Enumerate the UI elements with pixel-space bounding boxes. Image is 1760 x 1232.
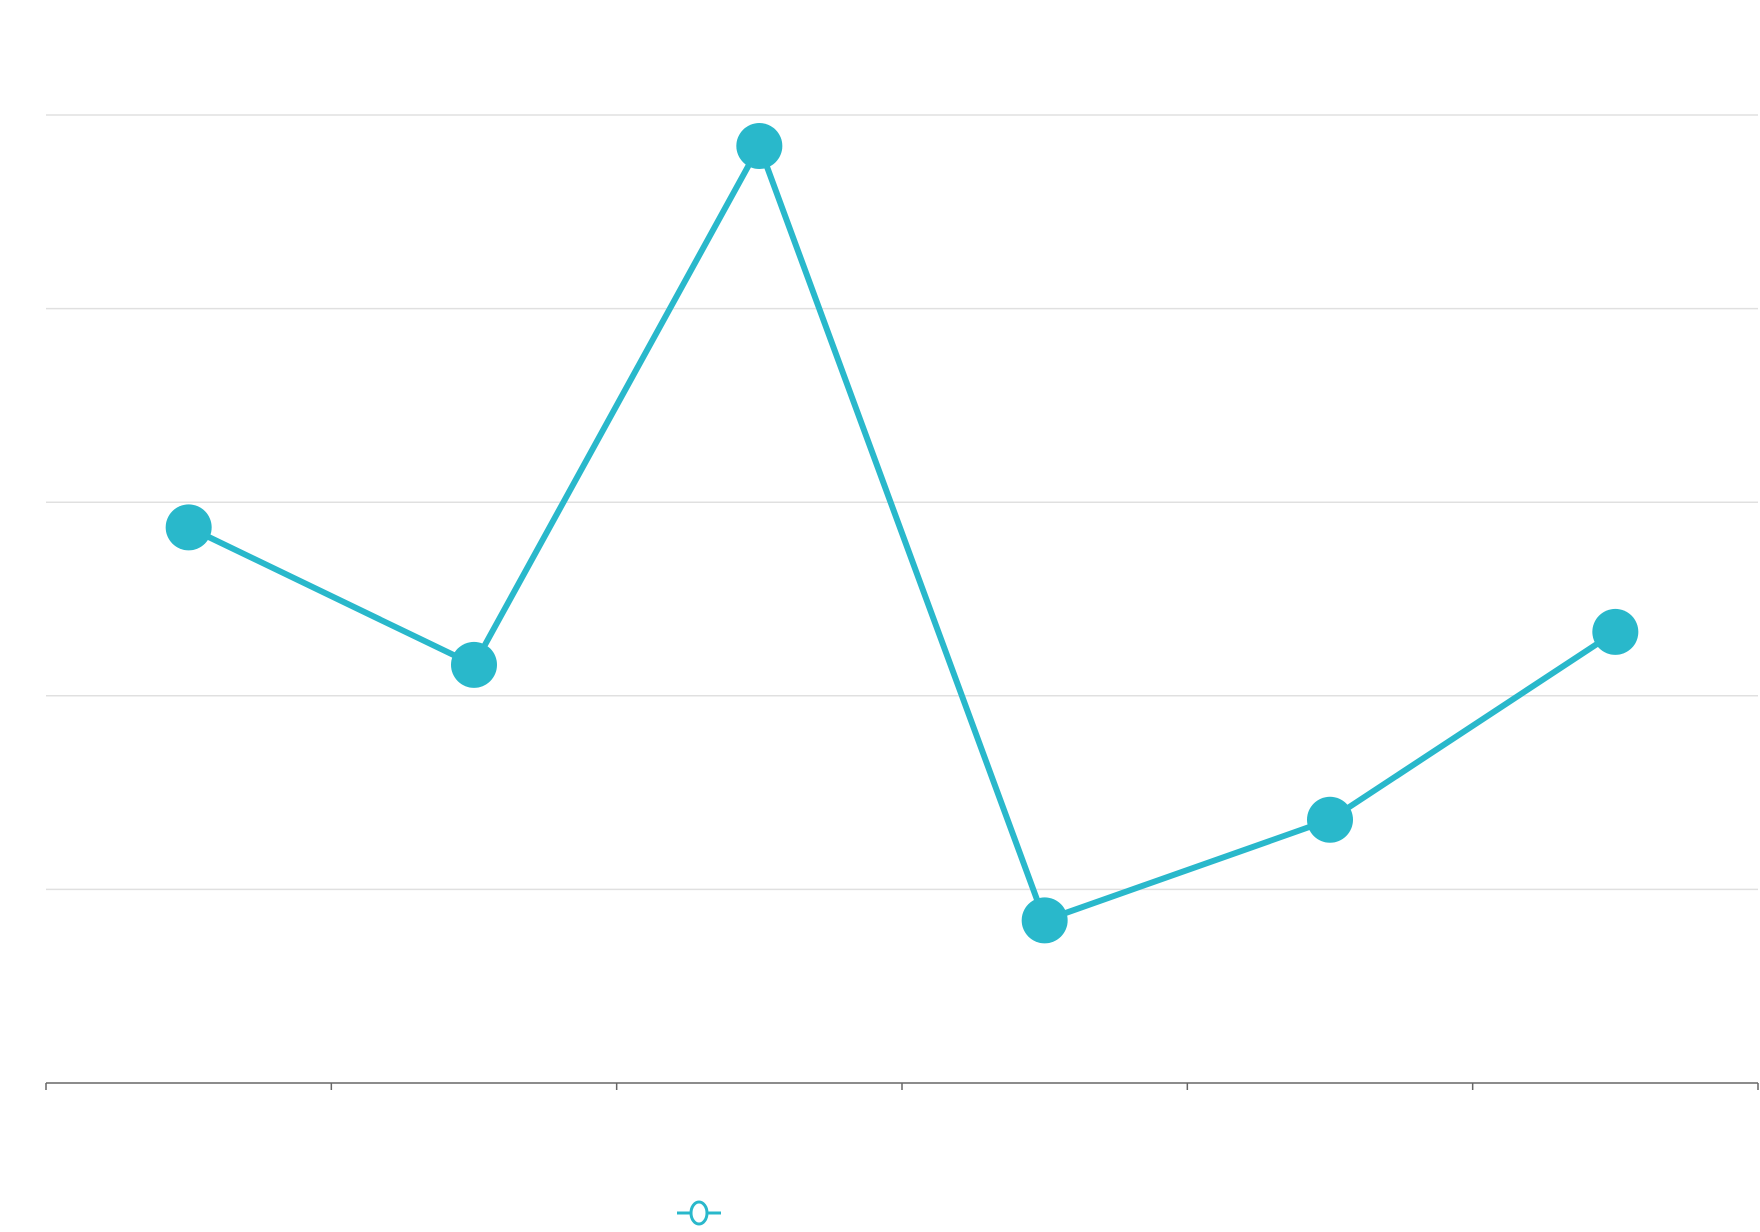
gridlines: [46, 114, 1758, 891]
data-point[interactable]: [1592, 608, 1639, 655]
data-point[interactable]: [1021, 897, 1068, 944]
data-point[interactable]: [165, 504, 212, 551]
series-line: [187, 138, 1617, 925]
data-point[interactable]: [1307, 796, 1353, 843]
x-axis: [45, 1082, 1759, 1090]
data-point[interactable]: [736, 122, 783, 169]
series-layer: [165, 122, 1639, 944]
legend-marker-swatch[interactable]: [689, 1200, 709, 1226]
legend: [677, 1200, 721, 1226]
data-point[interactable]: [451, 641, 497, 688]
